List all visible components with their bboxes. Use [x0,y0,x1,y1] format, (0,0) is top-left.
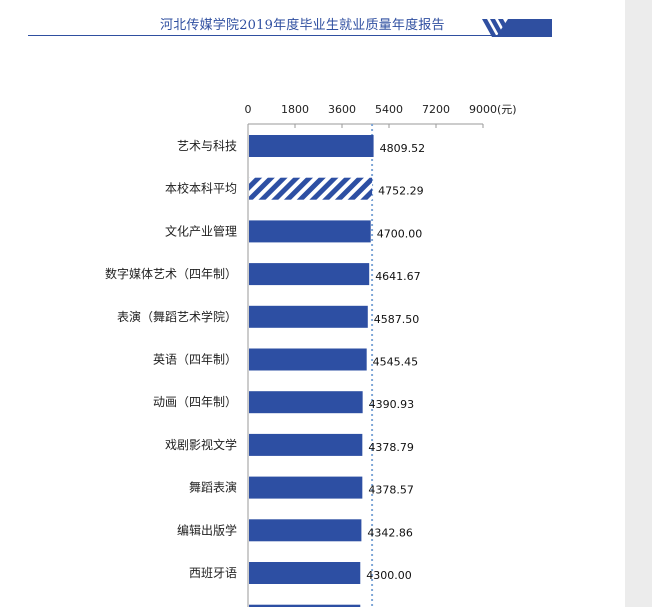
x-tick-label: 7200 [422,103,450,116]
value-label: 4342.86 [367,526,413,539]
x-tick-label: 9000 [469,103,497,116]
report-header-title: 河北传媒学院2019年度毕业生就业质量年度报告 [160,18,445,33]
header-rule [28,35,550,36]
category-label: 文化产业管理 [165,223,237,238]
bar [249,562,361,584]
value-label: 4700.00 [377,227,423,240]
category-label: 动画（四年制） [153,395,237,409]
category-label: 编辑出版学 [177,522,237,537]
x-tick-label: 1800 [281,103,309,116]
bar [249,476,363,499]
bar [249,177,373,200]
bar [249,220,371,243]
category-label: 英语（四年制） [153,353,237,367]
value-label: 4390.93 [369,398,415,411]
bar [249,433,363,456]
value-label: 4378.79 [368,441,414,454]
value-label: 4300.00 [366,569,412,582]
header-stripe-badge [482,19,552,37]
value-label: 4545.45 [373,356,419,369]
x-axis-unit-label: (元) [497,103,517,116]
category-label: 艺术与科技 [177,139,237,153]
bar [249,519,362,542]
page-edge [625,0,652,607]
bar [249,348,367,371]
value-label: 4378.57 [368,484,414,497]
category-label: 舞蹈表演 [189,480,237,495]
bar [249,263,370,286]
x-tick-label: 3600 [328,103,356,116]
value-label: 4752.29 [378,185,424,198]
x-tick-label: 0 [245,103,252,116]
value-label: 4641.67 [375,270,421,283]
bar [249,305,368,328]
value-label: 4809.52 [380,142,426,155]
bar-cut-off [249,604,361,607]
category-label: 西班牙语 [189,566,237,580]
bar [249,135,374,157]
bar [249,391,363,414]
category-label: 表演（舞蹈艺术学院） [117,309,237,324]
x-tick-label: 5400 [375,103,403,116]
value-label: 4587.50 [374,313,420,326]
category-label: 数字媒体艺术（四年制） [105,266,237,281]
category-label: 本校本科平均 [165,181,237,196]
category-label: 戏剧影视文学 [165,437,237,452]
